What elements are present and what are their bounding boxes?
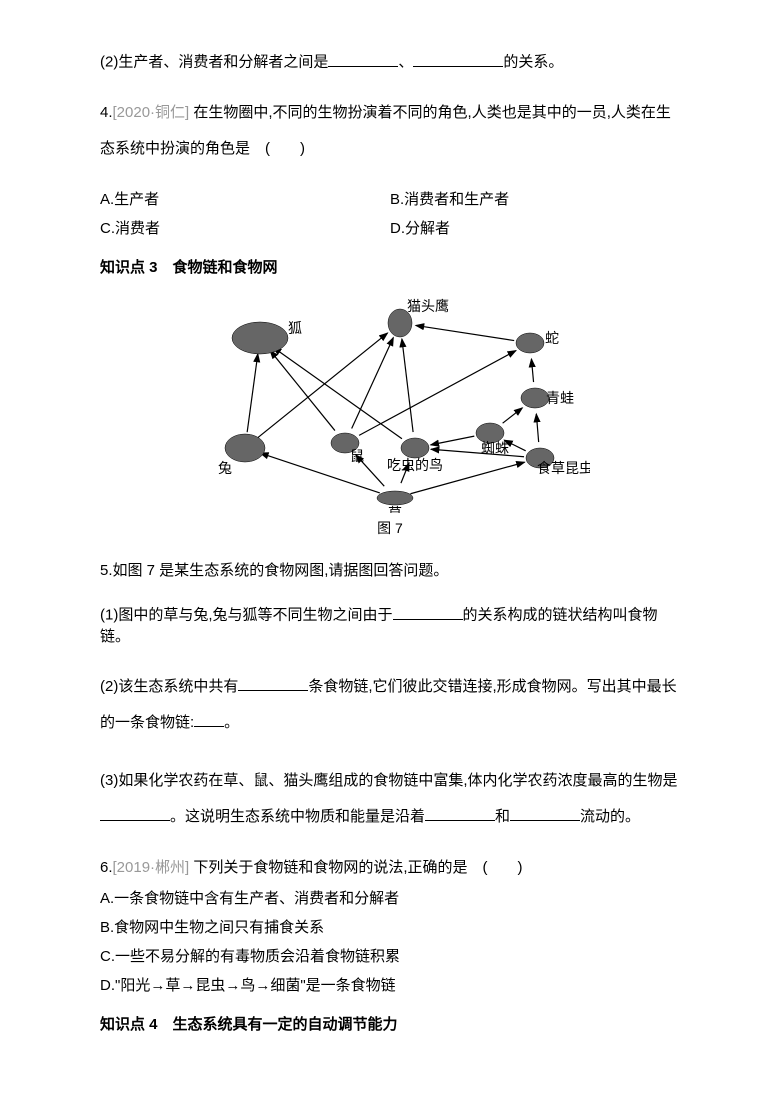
food-web-diagram: 狐 猫头鹰蛇青蛙蜘蛛食草昆虫 吃虫的鸟 鼠兔草 [190,288,590,513]
blank[interactable] [425,804,495,821]
svg-text:猫头鹰: 猫头鹰 [407,299,449,315]
blank[interactable] [413,50,503,67]
q2-part2: (2)生产者、消费者和分解者之间是 、 的关系。 [100,50,680,73]
svg-text:蜘蛛: 蜘蛛 [481,441,509,457]
q4-optC[interactable]: C.消费者 [100,218,390,239]
q5-p1: (1)图中的草与兔,兔与狐等不同生物之间由于的关系构成的链状结构叫食物链。 [100,603,680,647]
blank[interactable] [100,804,170,821]
q6-optA[interactable]: A.一条食物链中含有生产者、消费者和分解者 [100,888,680,909]
svg-text:蛇: 蛇 [545,331,559,347]
svg-text:狐: 狐 [288,321,302,337]
q4-source: [2020·铜仁] [113,104,194,121]
q4-optB[interactable]: B.消费者和生产者 [390,189,680,210]
q6-source: [2019·郴州] [113,859,194,876]
svg-text:鼠: 鼠 [350,449,364,465]
q6-optD[interactable]: D."阳光→草→昆虫→鸟→细菌"是一条食物链 [100,975,680,996]
kp3-heading: 知识点 3 食物链和食物网 [100,257,680,278]
figure-caption: 图 7 [100,519,680,539]
q4-optA[interactable]: A.生产者 [100,189,390,210]
q6-optB[interactable]: B.食物网中生物之间只有捕食关系 [100,917,680,938]
svg-text:青蛙: 青蛙 [546,391,574,407]
q5-intro: 5.如图 7 是某生态系统的食物网图,请据图回答问题。 [100,560,680,581]
q4-options-row1: A.生产者 B.消费者和生产者 [100,189,680,210]
svg-text:兔: 兔 [218,461,232,477]
q2-suffix: 的关系。 [503,54,563,71]
q4-options-row2: C.消费者 D.分解者 [100,218,680,239]
blank[interactable] [194,710,224,727]
q5-p3b: 。这说明生态系统中物质和能量是沿着 [170,808,425,825]
q5-p3a: (3)如果化学农药在草、鼠、猫头鹰组成的食物链中富集,体内化学农药浓度最高的生物… [100,772,678,789]
svg-text:吃虫的鸟: 吃虫的鸟 [387,458,443,474]
svg-text:草: 草 [388,506,402,513]
blank[interactable] [328,50,398,67]
q5-p3: (3)如果化学农药在草、鼠、猫头鹰组成的食物链中富集,体内化学农药浓度最高的生物… [100,763,680,835]
q4-stem: 4.[2020·铜仁] 在生物圈中,不同的生物扮演着不同的角色,人类也是其中的一… [100,95,680,167]
q6-stem: 6.[2019·郴州] 下列关于食物链和食物网的说法,正确的是 ( ) [100,857,680,878]
q2-mid: 、 [398,54,413,71]
q6-num: 6. [100,859,113,876]
svg-text:食草昆虫: 食草昆虫 [537,460,590,477]
q5-p2c: 。 [224,714,239,731]
blank[interactable] [393,603,463,620]
q4-num: 4. [100,104,113,121]
q5-p3d: 流动的。 [580,808,640,825]
q5-p1a: (1)图中的草与兔,兔与狐等不同生物之间由于 [100,607,393,624]
blank[interactable] [238,674,308,691]
q5-p2: (2)该生态系统中共有条食物链,它们彼此交错连接,形成食物网。写出其中最长的一条… [100,669,680,741]
blank[interactable] [510,804,580,821]
q2-prefix: (2)生产者、消费者和分解者之间是 [100,54,328,71]
q5-p3c: 和 [495,808,510,825]
q5-p2a: (2)该生态系统中共有 [100,678,238,695]
q6-optC[interactable]: C.一些不易分解的有毒物质会沿着食物链积累 [100,946,680,967]
kp4-heading: 知识点 4 生态系统具有一定的自动调节能力 [100,1014,680,1035]
q4-optD[interactable]: D.分解者 [390,218,680,239]
q6-text: 下列关于食物链和食物网的说法,正确的是 ( ) [193,859,522,876]
